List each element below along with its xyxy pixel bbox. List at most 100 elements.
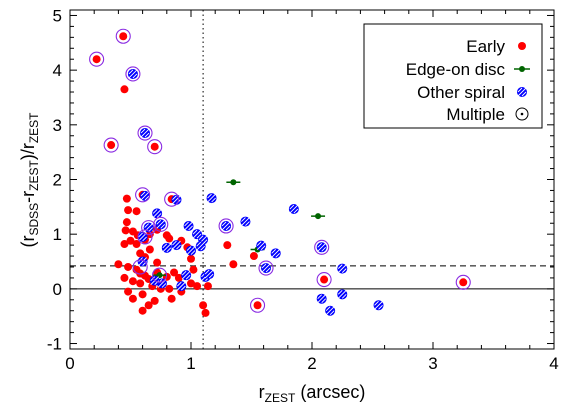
x-tick-label: 0 (65, 354, 74, 373)
multiple-ring (218, 218, 234, 234)
early-point (165, 284, 174, 293)
other-spiral-point (195, 241, 206, 252)
early-point (122, 218, 131, 227)
other-spiral-point (171, 240, 182, 251)
early-point (119, 32, 128, 41)
legend-marker-edge-on (514, 66, 530, 72)
other-spiral-point (240, 216, 251, 227)
other-spiral-point (127, 68, 138, 79)
early-point (170, 268, 179, 277)
early-point (201, 308, 210, 317)
early-point (459, 278, 468, 287)
early-point (144, 301, 153, 310)
early-point (249, 252, 258, 261)
multiple-ring (103, 137, 119, 153)
multiple-ring (153, 216, 169, 232)
early-point (120, 273, 129, 282)
early-point (229, 260, 238, 269)
other-spiral-point (288, 204, 299, 215)
other-spiral-point (137, 231, 148, 242)
other-spiral-point (171, 194, 182, 205)
other-spiral-point (181, 270, 192, 281)
legend-label-early: Early (466, 37, 505, 56)
other-spiral-point (316, 242, 327, 253)
y-tick-label: 2 (53, 171, 62, 190)
other-spiral-point (337, 263, 348, 274)
x-tick-label: 2 (307, 354, 316, 373)
multiple-ring (249, 297, 266, 313)
other-spiral-point (316, 293, 327, 304)
early-point (145, 245, 154, 254)
edge-on-disc-point (226, 179, 241, 186)
other-spiral-point (204, 269, 215, 280)
y-axis-label-main: (r (18, 236, 38, 248)
early-point (150, 142, 159, 151)
early-point (107, 141, 116, 150)
early-point (203, 282, 212, 291)
early-point (132, 207, 141, 216)
early-point (138, 306, 147, 315)
early-point (128, 277, 137, 286)
x-axis-label: rZEST (arcsec) (259, 382, 366, 405)
early-point (174, 273, 183, 282)
x-axis-label-sub: ZEST (265, 391, 296, 405)
other-spiral-point (373, 300, 384, 311)
multiple-ring (125, 66, 141, 82)
y-axis-label-sub: ZEST (27, 159, 41, 190)
other-spiral-point (325, 305, 336, 316)
x-tick-label: 3 (428, 354, 437, 373)
y-axis-label-sub: ZEST (27, 112, 41, 143)
early-point (120, 85, 129, 94)
early-point (92, 55, 101, 64)
x-axis-label-main: r (259, 382, 265, 402)
other-spiral-point (206, 193, 217, 204)
y-axis-label-sub: SDSS (27, 203, 41, 236)
early-point (223, 241, 232, 250)
early-point (187, 254, 195, 263)
multiple-ring (316, 272, 332, 288)
early-point (114, 260, 123, 269)
early-point (136, 249, 145, 258)
early-point (126, 236, 135, 245)
x-axis-label-rest: (arcsec) (295, 382, 365, 402)
other-spiral-point (186, 245, 196, 256)
multiple-ring (455, 274, 471, 290)
early-point (165, 234, 174, 243)
x-tick-label: 4 (549, 354, 558, 373)
legend-marker-multiple (515, 107, 529, 121)
y-tick-label: 1 (53, 225, 62, 244)
legend-marker-early (518, 42, 526, 50)
legend-label-edge-on: Edge-on disc (406, 60, 506, 79)
early-point (153, 258, 162, 267)
early-point (136, 279, 145, 288)
legend: Early Edge-on disc Other spiral Multiple (363, 23, 543, 129)
y-axis-label-main: )/r (18, 143, 38, 160)
early-point (187, 279, 195, 288)
early-point (120, 240, 129, 249)
early-point (124, 206, 133, 215)
other-spiral-point (140, 128, 151, 139)
other-spiral-point (337, 289, 348, 300)
multiple-ring (137, 229, 153, 245)
other-spiral-point (261, 263, 272, 274)
y-axis-label: (rSDSS-rZEST)/rZEST (18, 112, 41, 248)
multiple-ring (151, 267, 168, 283)
multiple-ring (89, 51, 105, 67)
y-tick-label: 3 (53, 116, 62, 135)
multiple-ring (135, 187, 151, 203)
early-point (167, 294, 176, 303)
early-point (138, 290, 147, 299)
y-tick-label: 4 (53, 61, 62, 80)
early-point (121, 226, 130, 235)
other-spiral-point (155, 219, 166, 230)
other-spiral-point (161, 242, 172, 253)
early-point (122, 194, 131, 203)
other-spiral-point (270, 248, 281, 259)
early-point (253, 301, 262, 310)
early-point (124, 262, 133, 271)
other-spiral-point (176, 281, 187, 292)
early-point (320, 275, 329, 284)
multiple-ring (115, 28, 131, 44)
